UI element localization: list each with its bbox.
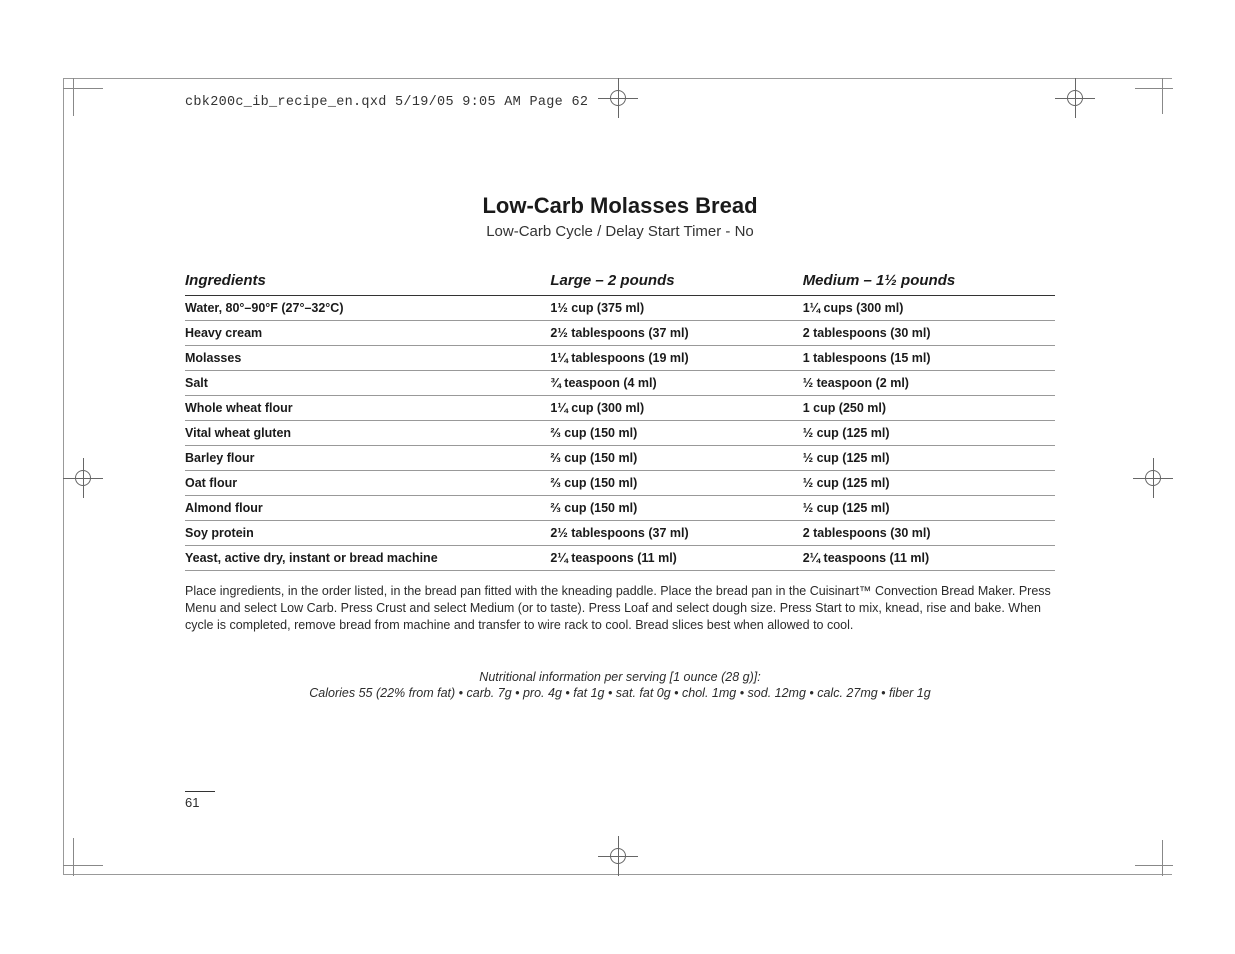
crop-tick xyxy=(63,865,103,866)
table-cell: ⅔ cup (150 ml) xyxy=(550,446,802,471)
registration-mark-icon xyxy=(598,836,638,876)
table-cell: Water, 80°–90°F (27°–32°C) xyxy=(185,296,550,321)
table-row: Soy protein2½ tablespoons (37 ml)2 table… xyxy=(185,521,1055,546)
page-number: 61 xyxy=(185,791,215,810)
table-row: Oat flour⅔ cup (150 ml)½ cup (125 ml) xyxy=(185,471,1055,496)
table-cell: Soy protein xyxy=(185,521,550,546)
table-cell: ¾ teaspoon (4 ml) xyxy=(550,371,802,396)
crop-tick xyxy=(1162,840,1163,876)
table-cell: 2½ tablespoons (37 ml) xyxy=(550,321,802,346)
table-cell: 1 tablespoons (15 ml) xyxy=(803,346,1055,371)
registration-mark-icon xyxy=(1133,458,1173,498)
table-cell: Salt xyxy=(185,371,550,396)
recipe-instructions: Place ingredients, in the order listed, … xyxy=(185,583,1055,634)
col-header-ingredient: Ingredients xyxy=(185,268,550,296)
table-cell: Yeast, active dry, instant or bread mach… xyxy=(185,546,550,571)
table-cell: Almond flour xyxy=(185,496,550,521)
crop-tick xyxy=(73,78,74,116)
ingredients-table: Ingredients Large – 2 pounds Medium – 1½… xyxy=(185,268,1055,571)
crop-tick xyxy=(1135,88,1173,89)
table-cell: 2¼ teaspoons (11 ml) xyxy=(803,546,1055,571)
crop-tick xyxy=(1135,865,1173,866)
table-cell: 2¼ teaspoons (11 ml) xyxy=(550,546,802,571)
table-cell: 1 cup (250 ml) xyxy=(803,396,1055,421)
table-cell: 1¼ cups (300 ml) xyxy=(803,296,1055,321)
registration-mark-icon xyxy=(598,78,638,118)
table-row: Heavy cream2½ tablespoons (37 ml)2 table… xyxy=(185,321,1055,346)
nutrition-heading: Nutritional information per serving [1 o… xyxy=(185,670,1055,684)
document-slug: cbk200c_ib_recipe_en.qxd 5/19/05 9:05 AM… xyxy=(185,95,588,110)
table-cell: 2 tablespoons (30 ml) xyxy=(803,521,1055,546)
table-cell: ⅔ cup (150 ml) xyxy=(550,471,802,496)
table-cell: ½ cup (125 ml) xyxy=(803,471,1055,496)
table-cell: ½ cup (125 ml) xyxy=(803,446,1055,471)
table-row: Yeast, active dry, instant or bread mach… xyxy=(185,546,1055,571)
table-cell: Vital wheat gluten xyxy=(185,421,550,446)
recipe-content: Low-Carb Molasses Bread Low-Carb Cycle /… xyxy=(185,193,1055,700)
table-cell: Molasses xyxy=(185,346,550,371)
col-header-medium: Medium – 1½ pounds xyxy=(803,268,1055,296)
table-cell: 1¼ cup (300 ml) xyxy=(550,396,802,421)
table-row: Water, 80°–90°F (27°–32°C)1½ cup (375 ml… xyxy=(185,296,1055,321)
table-cell: ½ cup (125 ml) xyxy=(803,421,1055,446)
recipe-title: Low-Carb Molasses Bread xyxy=(185,193,1055,219)
table-cell: Barley flour xyxy=(185,446,550,471)
crop-tick xyxy=(73,838,74,876)
table-row: Barley flour⅔ cup (150 ml)½ cup (125 ml) xyxy=(185,446,1055,471)
table-cell: 2½ tablespoons (37 ml) xyxy=(550,521,802,546)
table-cell: Oat flour xyxy=(185,471,550,496)
col-header-large: Large – 2 pounds xyxy=(550,268,802,296)
table-row: Vital wheat gluten⅔ cup (150 ml)½ cup (1… xyxy=(185,421,1055,446)
table-cell: ½ cup (125 ml) xyxy=(803,496,1055,521)
nutrition-body: Calories 55 (22% from fat) • carb. 7g • … xyxy=(185,686,1055,700)
table-cell: 2 tablespoons (30 ml) xyxy=(803,321,1055,346)
registration-mark-icon xyxy=(63,458,103,498)
table-cell: 1¼ tablespoons (19 ml) xyxy=(550,346,802,371)
table-cell: Heavy cream xyxy=(185,321,550,346)
table-cell: Whole wheat flour xyxy=(185,396,550,421)
crop-tick xyxy=(63,88,103,89)
table-cell: ⅔ cup (150 ml) xyxy=(550,421,802,446)
table-row: Whole wheat flour1¼ cup (300 ml)1 cup (2… xyxy=(185,396,1055,421)
table-row: Salt¾ teaspoon (4 ml)½ teaspoon (2 ml) xyxy=(185,371,1055,396)
table-cell: 1½ cup (375 ml) xyxy=(550,296,802,321)
crop-tick xyxy=(1162,78,1163,114)
registration-mark-icon xyxy=(1055,78,1095,118)
recipe-subtitle: Low-Carb Cycle / Delay Start Timer - No xyxy=(185,223,1055,240)
table-cell: ½ teaspoon (2 ml) xyxy=(803,371,1055,396)
table-row: Molasses1¼ tablespoons (19 ml)1 tablespo… xyxy=(185,346,1055,371)
table-row: Almond flour⅔ cup (150 ml)½ cup (125 ml) xyxy=(185,496,1055,521)
table-cell: ⅔ cup (150 ml) xyxy=(550,496,802,521)
